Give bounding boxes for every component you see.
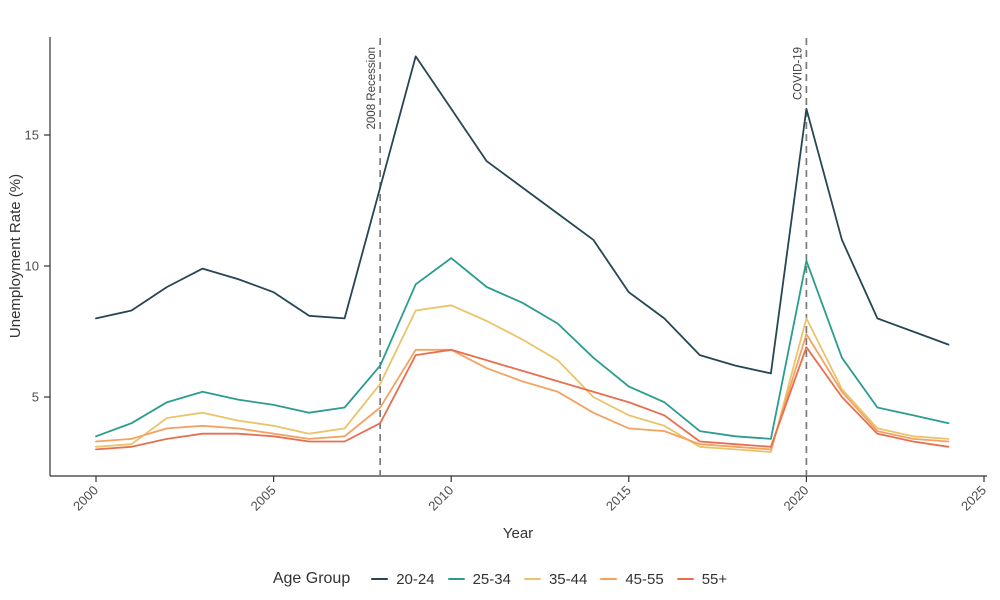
legend-item-20-24: 20-24 bbox=[371, 570, 435, 588]
x-tick-label: 2000 bbox=[70, 483, 101, 514]
legend-item-25-34: 25-34 bbox=[447, 570, 511, 588]
series-line-25-34 bbox=[95, 257, 950, 440]
legend-item-35-44: 35-44 bbox=[523, 570, 588, 588]
axes-group: 2000 2005 2010 2015 2020 2025 5 10 15 bbox=[25, 37, 989, 514]
legend-label: 45-55 bbox=[625, 570, 664, 588]
series-line-55+ bbox=[95, 346, 950, 451]
legend-item-55+: 55+ bbox=[676, 570, 728, 588]
legend-swatch bbox=[371, 577, 389, 581]
x-tick-label: 2010 bbox=[425, 483, 456, 514]
legend-swatch bbox=[676, 577, 694, 581]
event-label: COVID-19 bbox=[792, 47, 804, 100]
x-tick-label: 2015 bbox=[603, 483, 634, 514]
y-tick-label: 15 bbox=[25, 128, 39, 143]
x-tick-label: 2025 bbox=[958, 483, 989, 514]
legend-item-45-55: 45-55 bbox=[600, 570, 664, 588]
legend: Age Group 20-24 25-34 35-44 45-55 55+ bbox=[0, 570, 1000, 588]
y-tick-label: 5 bbox=[32, 390, 39, 405]
x-tick-label: 2020 bbox=[780, 483, 811, 514]
event-label: 2008 Recession bbox=[366, 47, 378, 129]
legend-label: 20-24 bbox=[396, 570, 435, 588]
x-tick-label: 2005 bbox=[248, 483, 279, 514]
y-tick-label: 10 bbox=[25, 259, 39, 274]
annotations-group: 2008 Recession COVID-19 bbox=[366, 38, 808, 476]
legend-swatch bbox=[600, 577, 618, 581]
legend-title: Age Group bbox=[272, 570, 351, 587]
y-axis-title: Unemployment Rate (%) bbox=[7, 174, 24, 338]
series-line-20-24 bbox=[95, 55, 950, 375]
legend-swatch bbox=[523, 577, 541, 581]
series-line-45-55 bbox=[95, 333, 950, 451]
legend-label: 25-34 bbox=[472, 570, 511, 588]
series-line-35-44 bbox=[95, 304, 950, 453]
x-axis-title: Year bbox=[503, 525, 533, 542]
legend-label: 35-44 bbox=[548, 570, 588, 588]
legend-label: 55+ bbox=[701, 570, 728, 588]
legend-swatch bbox=[447, 577, 465, 581]
series-group bbox=[95, 55, 950, 453]
